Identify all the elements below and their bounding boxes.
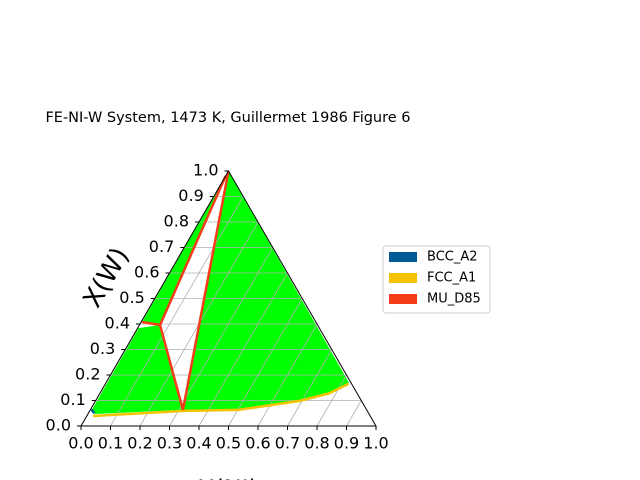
x-tick-label: 0.9 <box>334 434 359 453</box>
grid-line <box>198 272 288 427</box>
legend-label: BCC_A2 <box>427 250 478 265</box>
x-tick-label: 0.5 <box>216 434 241 453</box>
grid-line <box>257 323 318 427</box>
grid-line <box>110 196 244 427</box>
grid-line <box>228 298 303 427</box>
grid-line <box>287 349 333 427</box>
x-tick-label: 0.8 <box>304 434 329 453</box>
x-tick-label: 0.2 <box>127 434 152 453</box>
x-tick-label: 0.6 <box>245 434 270 453</box>
x-tick-label: 1.0 <box>363 434 388 453</box>
legend-swatch <box>389 294 417 304</box>
legend-swatch <box>389 273 417 283</box>
phase-boundary <box>141 170 230 411</box>
legend: BCC_A2 FCC_A1 MU_D85 <box>382 245 491 314</box>
x-axis-label: X(NI) <box>198 475 258 480</box>
y-tick-label: 0.1 <box>60 390 85 409</box>
phase-region <box>182 171 350 410</box>
y-tick-label: 0.0 <box>46 416 71 435</box>
legend-label: MU_D85 <box>427 292 481 307</box>
x-tick-label: 0.4 <box>186 434 211 453</box>
y-tick-label: 0.4 <box>105 314 130 333</box>
y-tick-label: 0.3 <box>90 339 115 358</box>
phase-region <box>142 176 226 326</box>
grid-line <box>346 400 362 427</box>
y-tick-label: 0.5 <box>119 288 144 307</box>
grid-line <box>316 374 347 427</box>
y-tick-label: 0.6 <box>134 263 159 282</box>
y-tick-label: 0.2 <box>75 365 100 384</box>
y-tick-label: 1.0 <box>193 161 218 180</box>
x-tick-label: 0.0 <box>68 434 93 453</box>
x-tick-label: 0.1 <box>98 434 123 453</box>
y-tick-label: 0.7 <box>149 237 174 256</box>
legend-label: FCC_A1 <box>427 271 476 286</box>
legend-swatch <box>389 252 417 262</box>
y-tick-label: 0.9 <box>178 186 203 205</box>
phase-boundary <box>92 382 349 418</box>
chart-title: FE-NI-W System, 1473 K, Guillermet 1986 … <box>45 110 410 126</box>
x-tick-label: 0.3 <box>157 434 182 453</box>
x-tick-label: 0.7 <box>275 434 300 453</box>
y-tick-label: 0.8 <box>164 212 189 231</box>
phase-boundary <box>90 408 96 414</box>
